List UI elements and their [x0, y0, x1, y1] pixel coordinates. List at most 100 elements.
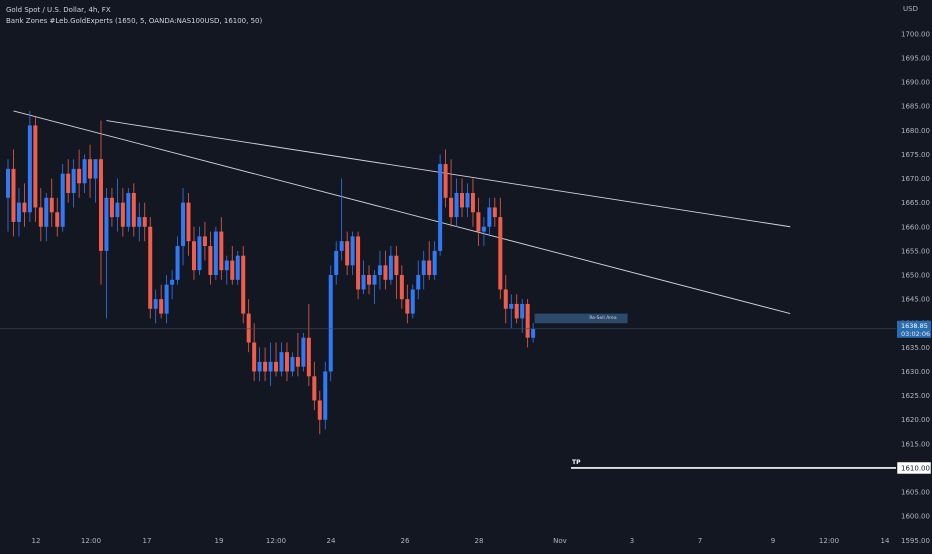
candle[interactable] — [219, 217, 224, 280]
resell-zone-box[interactable] — [534, 313, 628, 324]
candle[interactable] — [202, 221, 207, 261]
candle[interactable] — [263, 347, 268, 382]
candle[interactable] — [115, 178, 120, 232]
resell-zone[interactable]: Re-Sell Area — [534, 313, 628, 324]
candle[interactable] — [142, 202, 147, 242]
candle[interactable] — [449, 159, 454, 227]
candle[interactable] — [388, 246, 393, 285]
candle[interactable] — [323, 361, 328, 430]
price-axis[interactable]: USD 1700.00 1695.00 1690.00 1685.00 1680.00 16… — [896, 0, 932, 550]
candle[interactable] — [492, 197, 497, 227]
candle[interactable] — [131, 183, 136, 237]
candle[interactable] — [60, 164, 65, 232]
candle[interactable] — [213, 226, 218, 280]
candle[interactable] — [328, 265, 333, 382]
candle[interactable] — [27, 110, 32, 222]
candle[interactable] — [38, 188, 43, 242]
candle[interactable] — [509, 294, 514, 329]
candle[interactable] — [421, 250, 426, 290]
candle[interactable] — [109, 188, 114, 227]
candle[interactable] — [268, 342, 273, 386]
candle[interactable] — [339, 178, 344, 261]
candle[interactable] — [77, 149, 82, 198]
candle[interactable] — [525, 299, 530, 348]
candle[interactable] — [153, 289, 158, 324]
candle[interactable] — [120, 188, 125, 237]
candle[interactable] — [394, 246, 399, 300]
candle[interactable] — [454, 178, 459, 227]
candle[interactable] — [235, 250, 240, 285]
candle[interactable] — [224, 255, 229, 285]
candle[interactable] — [93, 159, 98, 203]
candle[interactable] — [44, 192, 49, 242]
candle[interactable] — [11, 149, 16, 237]
candle[interactable] — [88, 144, 93, 198]
candle[interactable] — [186, 192, 191, 256]
candle[interactable] — [284, 342, 289, 382]
candle[interactable] — [367, 265, 372, 295]
take-profit-line[interactable]: TP — [571, 459, 896, 469]
candle[interactable] — [257, 347, 262, 382]
candle[interactable] — [470, 178, 475, 227]
candle[interactable] — [181, 188, 186, 266]
candle[interactable] — [410, 284, 415, 319]
candle[interactable] — [520, 299, 525, 333]
candle[interactable] — [241, 246, 246, 324]
candle[interactable] — [82, 154, 87, 193]
indicator-title[interactable]: Bank Zones #Leb.GoldExperts (1650, 5, OA… — [6, 17, 263, 25]
candle[interactable] — [312, 361, 317, 411]
candle[interactable] — [301, 332, 306, 372]
candle[interactable] — [306, 303, 311, 386]
candle[interactable] — [22, 183, 27, 227]
candle[interactable] — [476, 197, 481, 247]
trendline[interactable] — [13, 110, 791, 315]
candle[interactable] — [317, 390, 322, 435]
candle[interactable] — [274, 342, 279, 377]
candle[interactable] — [208, 231, 213, 285]
candle[interactable] — [104, 188, 109, 319]
candle[interactable] — [71, 159, 76, 208]
candle[interactable] — [405, 284, 410, 324]
candle[interactable] — [98, 120, 103, 285]
trendline[interactable] — [106, 120, 791, 228]
candle[interactable] — [6, 159, 10, 232]
candle[interactable] — [399, 265, 404, 309]
candle[interactable] — [334, 241, 339, 285]
candle[interactable] — [531, 323, 536, 343]
candle[interactable] — [350, 231, 355, 275]
candle[interactable] — [230, 246, 235, 285]
candle[interactable] — [487, 197, 492, 237]
candle[interactable] — [33, 115, 38, 222]
candle[interactable] — [164, 275, 169, 324]
candles[interactable] — [6, 110, 536, 435]
candle[interactable] — [443, 149, 448, 208]
candle[interactable] — [191, 226, 196, 280]
candle[interactable] — [383, 250, 388, 290]
candle[interactable] — [126, 188, 131, 232]
candle[interactable] — [356, 231, 361, 300]
candle[interactable] — [137, 202, 142, 242]
candle[interactable] — [345, 231, 350, 275]
time-axis[interactable]: 12 12:00 17 19 12:00 24 26 28 Nov 3 7 9 12:00 14 — [0, 532, 896, 550]
trendlines[interactable] — [13, 110, 791, 315]
candle[interactable] — [295, 332, 300, 377]
candle[interactable] — [460, 178, 465, 218]
candle[interactable] — [481, 217, 486, 247]
candle[interactable] — [438, 154, 443, 256]
candle[interactable] — [503, 275, 508, 324]
candle[interactable] — [148, 217, 153, 319]
candle[interactable] — [290, 352, 295, 377]
candle[interactable] — [498, 197, 503, 300]
candle[interactable] — [175, 236, 180, 285]
candle[interactable] — [170, 270, 175, 300]
candle[interactable] — [16, 188, 21, 237]
candle[interactable] — [432, 241, 437, 280]
candle[interactable] — [49, 178, 54, 227]
candle[interactable] — [159, 284, 164, 319]
candle[interactable] — [66, 159, 71, 203]
candle[interactable] — [55, 197, 60, 237]
candle[interactable] — [279, 342, 284, 377]
candle[interactable] — [377, 250, 382, 290]
